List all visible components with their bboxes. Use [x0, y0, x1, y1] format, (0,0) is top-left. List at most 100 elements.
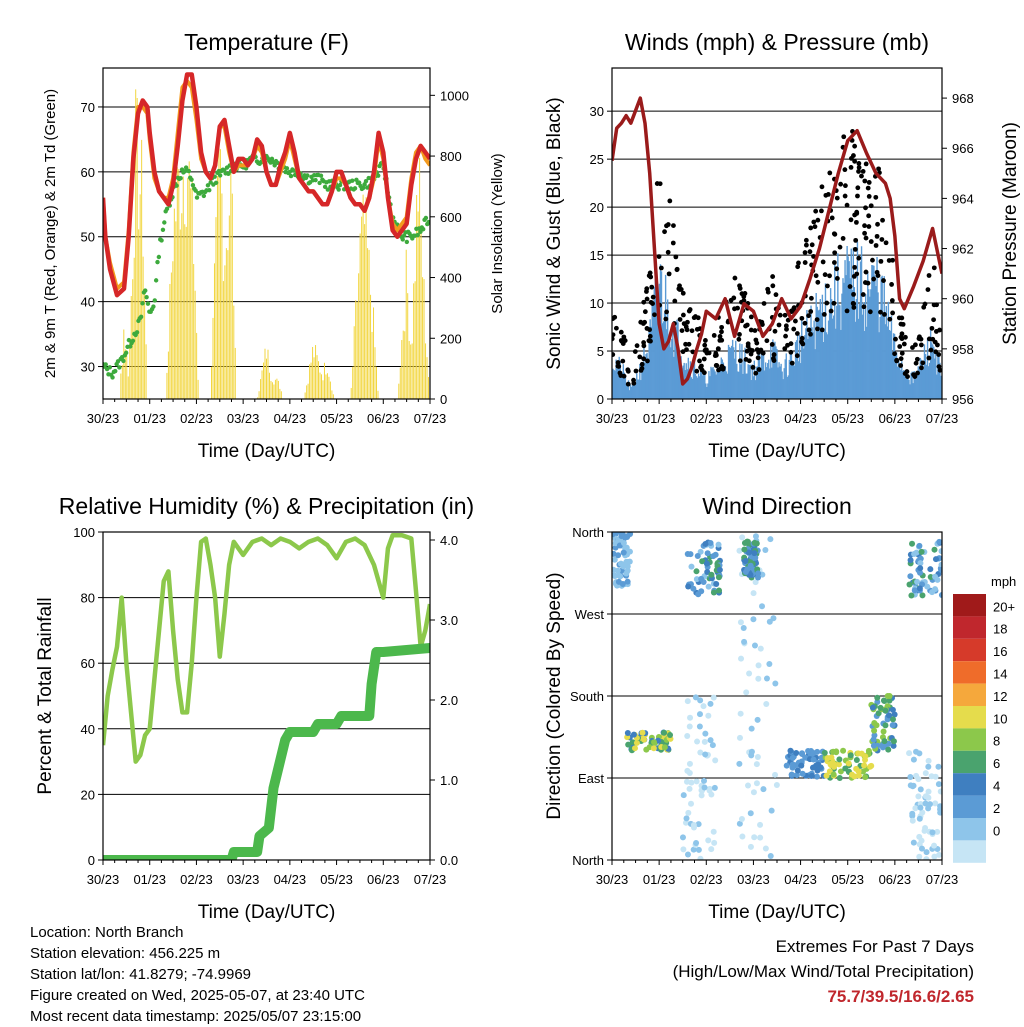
direction-point: [705, 837, 712, 844]
direction-point: [661, 729, 668, 736]
plot-area: [612, 96, 942, 399]
gust-point: [852, 143, 858, 149]
gust-point: [841, 134, 847, 140]
direction-point: [932, 586, 939, 593]
panel-rh_precip: Relative Humidity (%) & Precipitation (i…: [35, 493, 474, 923]
dewpoint-point: [160, 227, 166, 232]
direction-point: [934, 828, 941, 835]
direction-point: [632, 745, 639, 752]
direction-point: [713, 580, 720, 587]
direction-point: [747, 562, 754, 569]
dewpoint-point: [186, 168, 192, 174]
gust-point: [671, 223, 676, 229]
gust-point: [837, 244, 843, 250]
direction-point: [884, 693, 891, 700]
x-axis-label: Time (Day/UTC): [708, 902, 846, 923]
gust-point: [855, 185, 861, 191]
gust-point: [620, 358, 626, 364]
temperature-2m-line: [103, 72, 430, 298]
x-tick-label: 06/23: [879, 872, 912, 887]
gust-point: [931, 302, 937, 308]
gust-point: [871, 276, 877, 282]
direction-point: [705, 712, 712, 719]
gust-point: [745, 341, 751, 347]
gust-point: [687, 307, 693, 312]
gust-point: [756, 367, 762, 372]
gust-point: [926, 336, 932, 342]
x-tick-label: 02/23: [180, 411, 213, 426]
gust-point: [634, 343, 640, 349]
direction-point: [923, 856, 930, 860]
x-tick-label: 05/23: [320, 411, 353, 426]
y-tick-label: 80: [81, 591, 95, 606]
direction-point: [708, 846, 715, 853]
colorbar-swatch: [953, 840, 986, 863]
gust-point: [613, 325, 619, 331]
gust-point: [642, 309, 648, 315]
direction-point: [686, 760, 693, 767]
gust-point: [834, 195, 840, 201]
direction-point: [855, 768, 862, 775]
gust-point: [856, 255, 862, 261]
direction-point: [842, 765, 849, 772]
gust-point: [799, 335, 805, 341]
direction-point: [755, 662, 762, 669]
gust-point: [809, 295, 814, 301]
gust-point: [802, 260, 808, 265]
gust-point: [658, 265, 664, 271]
direction-point: [885, 746, 892, 753]
direction-point: [748, 748, 755, 755]
x-tick-label: 04/23: [274, 872, 307, 887]
gust-point: [806, 327, 812, 333]
direction-point: [690, 585, 697, 592]
direction-point: [926, 801, 933, 808]
direction-point: [917, 804, 924, 811]
dewpoint-point: [337, 182, 343, 188]
gust-point: [931, 317, 936, 323]
direction-point: [624, 578, 631, 585]
direction-point: [886, 697, 893, 704]
direction-point: [620, 539, 627, 546]
direction-point: [875, 710, 882, 717]
direction-point: [617, 573, 624, 580]
plot-area: [612, 532, 942, 860]
direction-point: [772, 771, 779, 778]
gust-point: [670, 240, 676, 246]
x-tick-label: 30/23: [596, 872, 629, 887]
direction-point: [736, 820, 743, 827]
direction-point: [802, 754, 809, 761]
direction-point: [922, 825, 929, 832]
gust-point: [809, 242, 815, 248]
direction-point: [630, 731, 637, 738]
y-tick-label: 60: [81, 165, 95, 180]
direction-point: [751, 550, 758, 557]
direction-point: [907, 573, 914, 580]
gust-point: [618, 373, 624, 378]
direction-point: [626, 548, 633, 555]
gust-point: [694, 326, 700, 332]
panel-temperature: Temperature (F) 30 40 50 60 70 0 200 400 600 800 10…: [42, 29, 506, 462]
dewpoint-point: [178, 176, 183, 181]
direction-point: [707, 737, 714, 744]
dewpoint-point: [213, 180, 219, 185]
direction-point: [772, 680, 779, 687]
dewpoint-point: [107, 365, 113, 370]
y-tick-label: 30: [81, 360, 95, 375]
y-tick-label: North: [572, 853, 604, 868]
dewpoint-point: [145, 301, 151, 306]
gust-point: [866, 194, 872, 199]
direction-point: [752, 554, 759, 561]
direction-point: [739, 833, 746, 840]
direction-point: [693, 778, 700, 785]
gust-point: [647, 327, 653, 333]
dewpoint-point: [318, 173, 324, 178]
gust-point: [831, 300, 837, 306]
direction-point: [693, 576, 700, 583]
gust-point: [796, 260, 801, 266]
gust-point: [832, 250, 838, 256]
direction-point: [710, 828, 717, 835]
gust-point: [861, 304, 867, 310]
figure-created: Figure created on Wed, 2025-05-07, at 23…: [30, 987, 365, 1004]
gust-point: [788, 349, 794, 355]
gust-point: [815, 217, 821, 223]
